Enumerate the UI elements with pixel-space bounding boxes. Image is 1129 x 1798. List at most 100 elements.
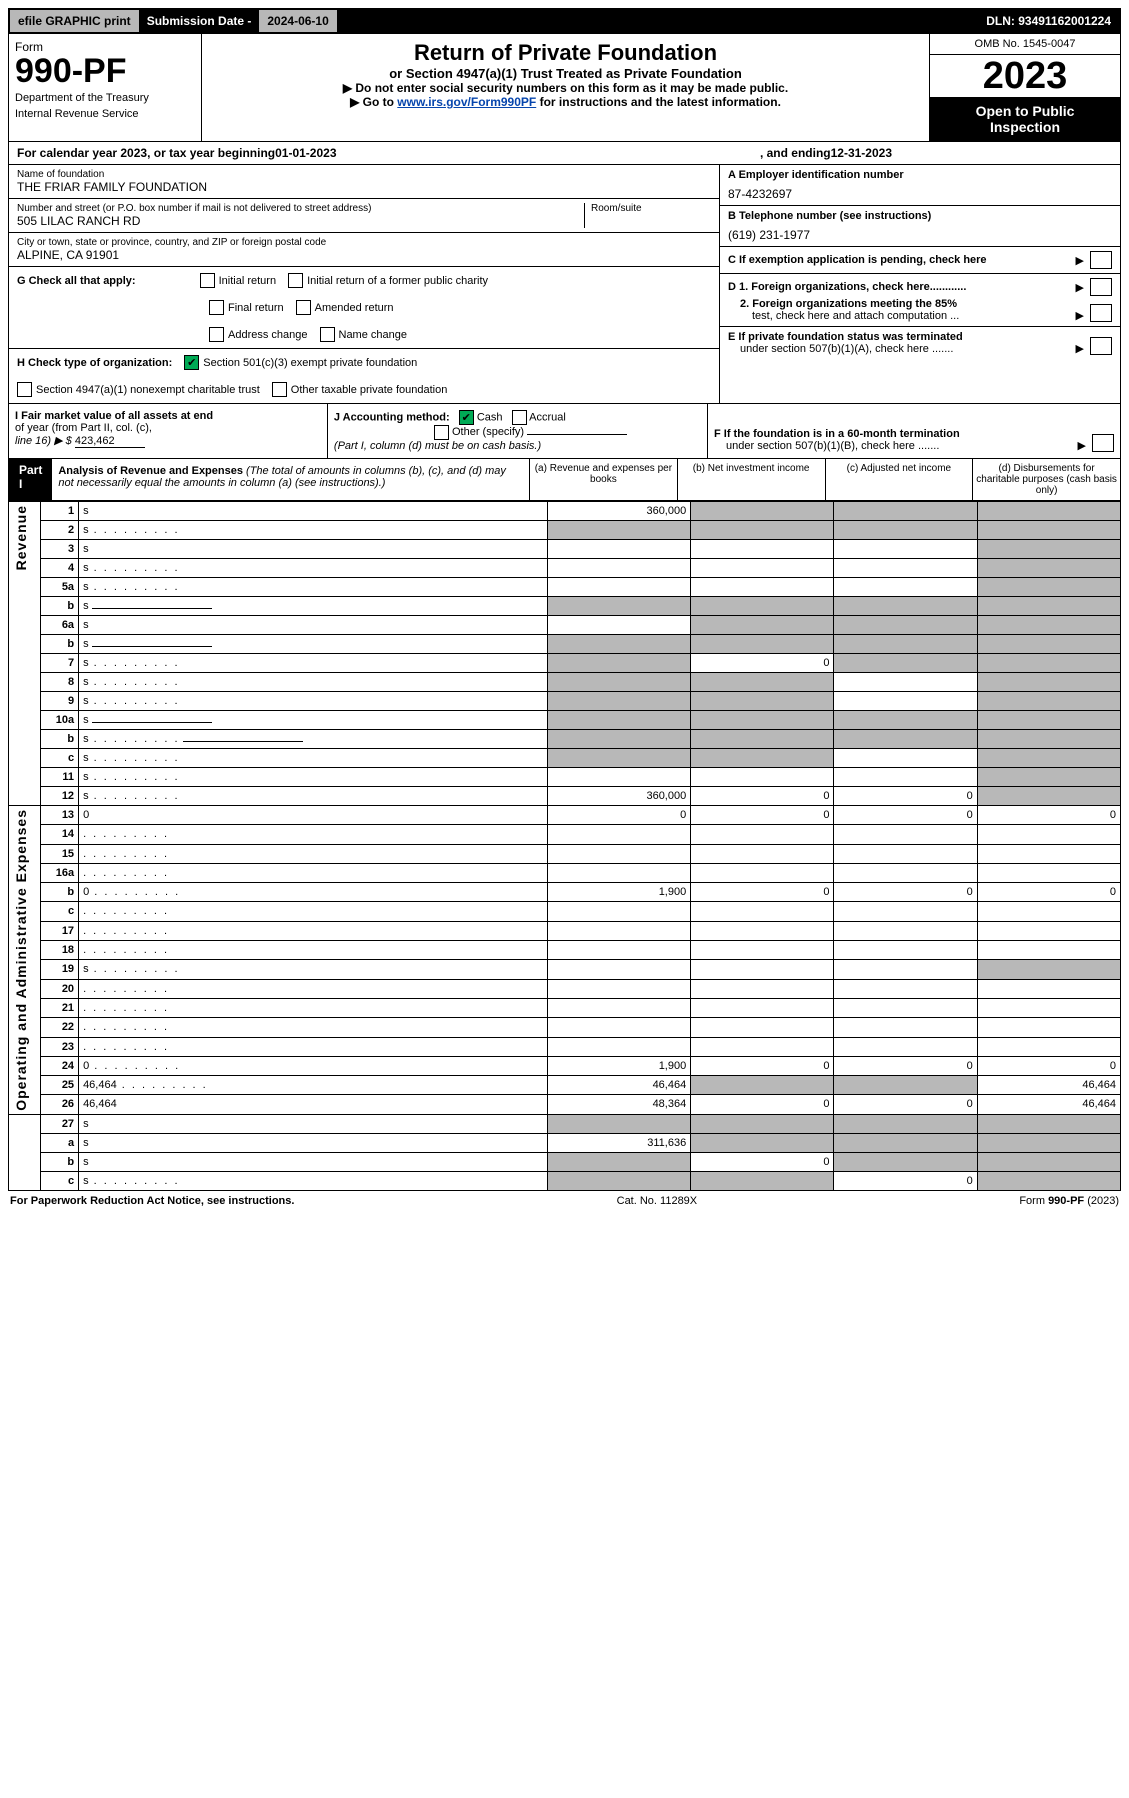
table-row: 3s: [9, 540, 1121, 559]
ck-address[interactable]: [209, 327, 224, 342]
cell-a: 360,000: [547, 787, 690, 806]
blank-side: [9, 1114, 41, 1190]
line-desc: 46,464: [79, 1076, 548, 1095]
cell-d: [977, 635, 1120, 654]
line-desc: s: [79, 711, 548, 730]
revenue-side-label: Revenue: [9, 502, 41, 806]
line-desc: s: [79, 768, 548, 787]
col-d-head: (d) Disbursements for charitable purpose…: [972, 459, 1120, 500]
line-number: 16a: [40, 863, 78, 882]
table-row: 15: [9, 844, 1121, 863]
form-number: 990-PF: [15, 54, 195, 88]
table-row: 4s: [9, 559, 1121, 578]
cell-a: [547, 635, 690, 654]
cell-c: 0: [834, 883, 977, 902]
cell-d: [977, 979, 1120, 998]
cell-c: [834, 749, 977, 768]
table-row: c: [9, 902, 1121, 921]
table-row: 2s: [9, 521, 1121, 540]
cell-c: [834, 692, 977, 711]
cell-a: [547, 616, 690, 635]
city-value: ALPINE, CA 91901: [17, 248, 711, 262]
cell-c: [834, 673, 977, 692]
g-label: G Check all that apply:: [17, 275, 136, 287]
cell-c: [834, 597, 977, 616]
cell-d: 0: [977, 1056, 1120, 1075]
table-row: 12s360,00000: [9, 787, 1121, 806]
cell-c: [834, 768, 977, 787]
footer: For Paperwork Reduction Act Notice, see …: [8, 1191, 1121, 1211]
ck-c[interactable]: [1090, 251, 1112, 269]
ck-e[interactable]: [1090, 337, 1112, 355]
ck-4947[interactable]: [17, 382, 32, 397]
j-label: J Accounting method:: [334, 411, 450, 423]
ck-d1[interactable]: [1090, 278, 1112, 296]
cell-c: [834, 863, 977, 882]
cell-c: [834, 1018, 977, 1037]
ck-initial-former[interactable]: [288, 273, 303, 288]
line-desc: s: [79, 730, 548, 749]
dln: DLN: 93491162001224: [978, 10, 1119, 32]
table-row: bs: [9, 730, 1121, 749]
ck-name[interactable]: [320, 327, 335, 342]
table-row: bs: [9, 635, 1121, 654]
cell-d: [977, 1133, 1120, 1152]
line-desc: s: [79, 540, 548, 559]
cell-d: [977, 749, 1120, 768]
ck-f[interactable]: [1092, 434, 1114, 452]
ck-other-tax[interactable]: [272, 382, 287, 397]
cell-d: [977, 844, 1120, 863]
dept-irs: Internal Revenue Service: [15, 108, 195, 120]
cell-b: 0: [691, 883, 834, 902]
line-number: 14: [40, 825, 78, 844]
d1-label: D 1. Foreign organizations, check here..…: [728, 281, 1070, 293]
cell-a: [547, 1152, 690, 1171]
cell-a: [547, 921, 690, 940]
ck-other-acct[interactable]: [434, 425, 449, 440]
part1-title: Analysis of Revenue and Expenses: [58, 465, 243, 477]
ck-initial[interactable]: [200, 273, 215, 288]
cell-b: [691, 844, 834, 863]
line-number: b: [40, 597, 78, 616]
cell-b: [691, 825, 834, 844]
cell-c: [834, 998, 977, 1017]
cell-a: [547, 673, 690, 692]
table-row: 8s: [9, 673, 1121, 692]
cell-a: [547, 711, 690, 730]
line-number: 1: [40, 502, 78, 521]
e-label: E If private foundation status was termi…: [728, 331, 963, 343]
line-number: 12: [40, 787, 78, 806]
cell-b: [691, 1076, 834, 1095]
efile-label[interactable]: efile GRAPHIC print: [10, 10, 139, 32]
phone-value: (619) 231-1977: [728, 222, 1112, 242]
part1-label: Part I: [9, 459, 52, 500]
table-row: 2546,46446,46446,464: [9, 1076, 1121, 1095]
ck-final[interactable]: [209, 300, 224, 315]
cell-c: 0: [834, 1171, 977, 1190]
cell-b: [691, 692, 834, 711]
cell-a: [547, 597, 690, 616]
table-row: 17: [9, 921, 1121, 940]
line-number: 22: [40, 1018, 78, 1037]
cell-d: 46,464: [977, 1076, 1120, 1095]
cell-d: [977, 1152, 1120, 1171]
cell-c: [834, 559, 977, 578]
street-address: 505 LILAC RANCH RD: [17, 214, 584, 228]
cell-c: [834, 578, 977, 597]
open-public: Open to PublicInspection: [930, 97, 1120, 141]
cell-b: [691, 1114, 834, 1133]
cell-c: [834, 921, 977, 940]
ck-accrual[interactable]: [512, 410, 527, 425]
line-desc: s: [79, 502, 548, 521]
h-row: H Check type of organization: ✔Section 5…: [9, 349, 719, 403]
cell-d: [977, 825, 1120, 844]
ck-amended[interactable]: [296, 300, 311, 315]
ck-501c3[interactable]: ✔: [184, 355, 199, 370]
cell-c: [834, 902, 977, 921]
instr-ssn: ▶ Do not enter social security numbers o…: [208, 81, 923, 95]
cell-b: [691, 921, 834, 940]
line-number: 25: [40, 1076, 78, 1095]
ck-cash[interactable]: ✔: [459, 410, 474, 425]
irs-link[interactable]: www.irs.gov/Form990PF: [397, 95, 536, 109]
ck-d2[interactable]: [1090, 304, 1112, 322]
